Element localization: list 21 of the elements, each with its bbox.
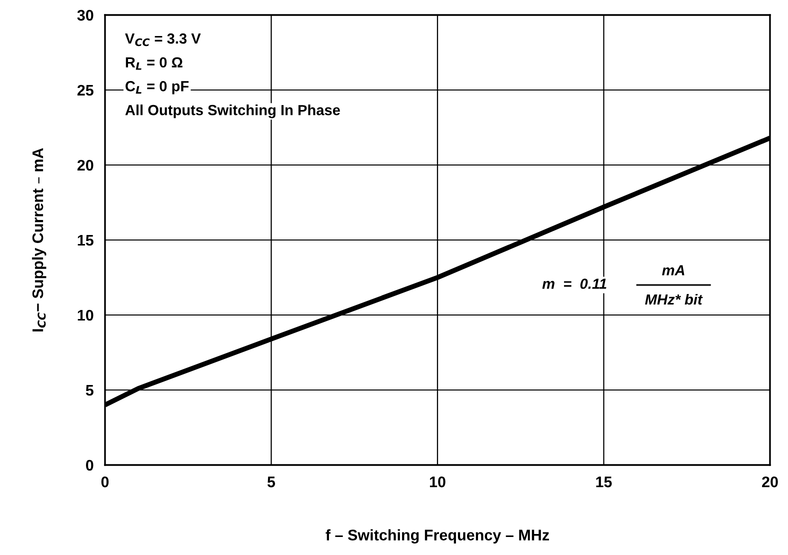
annotation: MHz* bit (645, 294, 703, 305)
y-tick-label: 0 (86, 460, 94, 471)
annotation: All Outputs Switching In Phase (125, 104, 340, 118)
annotation: m = 0.11 (542, 278, 606, 289)
y-tick-label: 15 (78, 235, 94, 246)
annotation: V$_{CC}$ = 3.3 V (125, 33, 201, 46)
y-tick-label: 20 (77, 160, 94, 171)
annotation: R$_{L}$ = 0 Ω (126, 57, 182, 70)
y-tick-label: 30 (77, 10, 94, 21)
y-tick-label: 10 (78, 310, 94, 321)
y-tick-label: 5 (86, 385, 94, 396)
x-tick-label: 0 (101, 476, 109, 488)
x-tick-label: 10 (430, 476, 446, 488)
y-axis-title: I$_{CC}$− Supply Current – mA (32, 148, 46, 332)
x-tick-label: 5 (267, 476, 276, 488)
x-axis-title: f – Switching Frequency – MHz (326, 529, 550, 544)
y-tick-label: 25 (77, 84, 94, 96)
annotation: mA (662, 265, 684, 276)
x-tick-label: 15 (596, 476, 612, 488)
x-tick-label: 20 (762, 476, 778, 488)
annotation: C$_{L}$ = 0 pF (126, 81, 189, 94)
